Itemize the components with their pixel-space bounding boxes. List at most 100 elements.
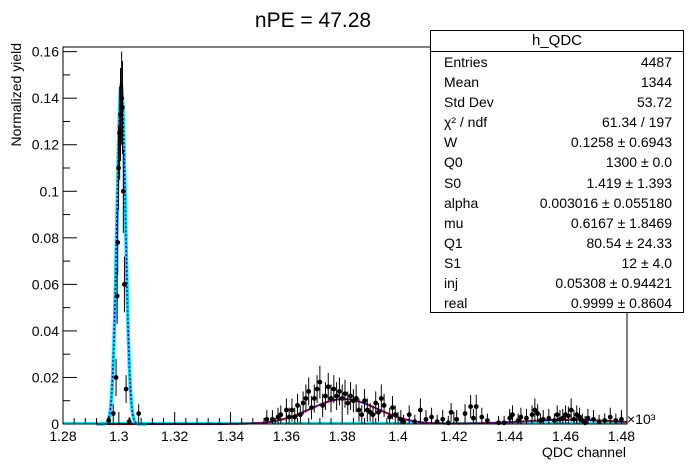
data-point <box>120 188 126 194</box>
y-tick-label: 0.04 <box>32 323 59 339</box>
stats-value: 0.9999 ± 0.8604 <box>570 295 672 312</box>
data-point <box>392 412 398 418</box>
data-point <box>126 419 132 425</box>
data-point <box>115 240 121 245</box>
data-point <box>123 386 129 392</box>
stats-label: W <box>444 134 458 151</box>
data-point <box>323 393 328 399</box>
data-point <box>337 389 342 394</box>
data-point <box>303 396 309 401</box>
y-tick-label: 0.16 <box>32 44 59 60</box>
data-point <box>300 400 306 406</box>
data-point <box>401 419 407 425</box>
stats-value: 1344 <box>640 74 672 91</box>
data-point <box>471 415 476 421</box>
data-point <box>286 414 292 420</box>
x-tick-label: 1.28 <box>49 428 76 444</box>
x-tick-label: 1.38 <box>329 428 356 444</box>
data-point <box>571 416 577 422</box>
data-point <box>114 293 120 299</box>
data-point <box>554 412 560 418</box>
stats-row: S1 12 ± 4.0 <box>431 253 683 273</box>
data-point <box>445 420 451 426</box>
data-point <box>412 419 418 425</box>
data-point <box>462 411 468 416</box>
data-point <box>381 402 387 408</box>
data-point <box>582 420 588 426</box>
stats-label: S1 <box>444 254 462 271</box>
data-point <box>122 281 127 287</box>
stats-label: mu <box>444 214 464 231</box>
x-tick-label: 1.32 <box>161 428 188 444</box>
y-tick-label: 0.14 <box>32 90 59 106</box>
data-point <box>116 165 121 171</box>
stats-label: Q0 <box>444 154 463 171</box>
data-point <box>434 419 440 425</box>
stats-value: 12 ± 4.0 <box>621 254 673 271</box>
y-axis-label: Normalized yield <box>8 43 24 146</box>
stats-row: Mean 1344 <box>431 72 683 92</box>
data-point <box>345 400 351 406</box>
data-point <box>331 386 337 392</box>
data-point <box>591 416 596 422</box>
data-point <box>406 412 412 418</box>
data-point <box>448 409 454 415</box>
axes: 0 0.02 0.04 0.06 0.08 0.1 0.12 0.14 0.16 1.28 1.3 1… <box>32 44 636 444</box>
stats-value: 0.05308 ± 0.94421 <box>555 275 672 292</box>
stats-row: real 0.9999 ± 0.8604 <box>431 293 683 313</box>
data-point <box>317 379 323 385</box>
data-point <box>119 95 125 101</box>
data-point <box>501 420 507 426</box>
data-point <box>289 407 295 413</box>
data-point <box>515 418 521 423</box>
data-point <box>314 386 320 392</box>
data-point <box>376 409 381 415</box>
stats-label: Mean <box>444 74 480 91</box>
stats-label: Q1 <box>444 234 463 251</box>
data-point <box>325 384 331 390</box>
y-tick-label: 0.08 <box>32 230 59 246</box>
data-point <box>106 418 112 423</box>
stats-box: h_QDC Entries 4487 Mean 1344 Std Dev 53.72 χ² … <box>430 30 684 313</box>
stats-label: inj <box>444 275 459 292</box>
data-point <box>417 407 423 413</box>
data-point <box>334 393 340 399</box>
x-tick-label: 1.3 <box>109 428 129 444</box>
stats-row: Q0 1300 ± 0.0 <box>431 152 683 172</box>
data-point <box>311 396 317 401</box>
stats-value: 0.003016 ± 0.055180 <box>539 194 672 211</box>
y-tick-label: 0.12 <box>32 137 59 153</box>
data-point <box>309 405 314 411</box>
data-point <box>110 411 116 416</box>
data-point <box>328 396 334 401</box>
stats-value: 1.419 ± 1.393 <box>586 174 672 191</box>
data-point <box>473 404 479 409</box>
data-point <box>518 414 524 420</box>
data-point <box>529 412 535 418</box>
data-point <box>113 375 119 380</box>
data-point <box>535 411 541 416</box>
data-point <box>353 396 359 401</box>
y-tick-label: 0 <box>51 416 59 432</box>
stats-value: 4487 <box>640 54 672 70</box>
data-point <box>378 396 384 401</box>
stats-row: Entries 4487 <box>431 52 683 72</box>
y-tick-label: 0.06 <box>32 276 59 292</box>
x-axis-label: QDC channel <box>542 444 626 460</box>
data-point <box>292 414 298 420</box>
data-point <box>339 396 345 401</box>
x-tick-label: 1.4 <box>388 428 408 444</box>
data-point <box>565 413 571 419</box>
data-point <box>510 412 515 418</box>
stats-value: 0.1258 ± 0.6943 <box>570 134 672 151</box>
data-point <box>348 393 353 399</box>
stats-row: Q1 80.54 ± 24.33 <box>431 233 683 253</box>
stats-value: 1300 ± 0.0 <box>605 154 672 171</box>
data-point <box>342 391 348 397</box>
data-point <box>362 398 367 404</box>
data-point <box>532 407 538 413</box>
data-point <box>454 416 460 422</box>
stats-row: Std Dev 53.72 <box>431 92 683 112</box>
data-point <box>423 416 429 422</box>
stats-value: 53.72 <box>636 94 672 111</box>
